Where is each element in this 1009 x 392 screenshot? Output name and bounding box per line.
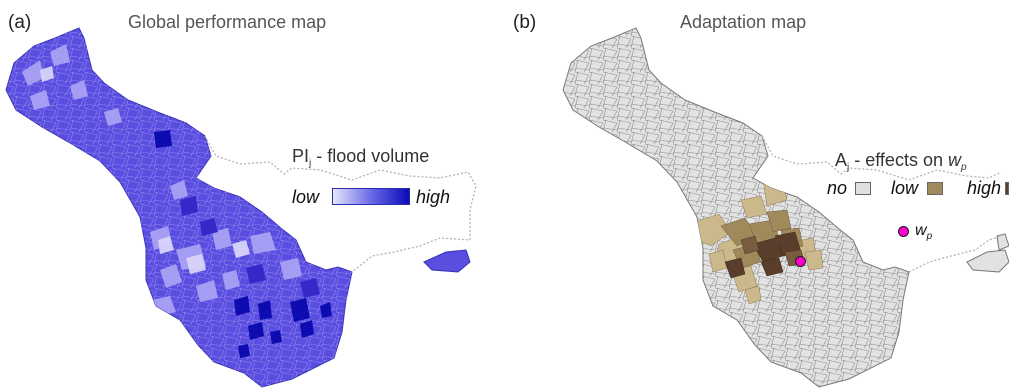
legend-title-main: A xyxy=(835,150,848,170)
legend-no-label: no xyxy=(827,178,848,198)
wp-symbol: w xyxy=(915,222,927,239)
island-shape xyxy=(966,249,1009,273)
legend-low-label: low xyxy=(292,187,320,207)
legend-title: PIj - flood volume xyxy=(292,146,429,169)
wp-point-marker xyxy=(795,256,806,267)
legend-low-label: low xyxy=(891,178,919,198)
legend-title: Aj - effects on wp xyxy=(835,150,967,173)
wp-point-legend-label: wp xyxy=(915,222,932,242)
panel-label: (b) xyxy=(513,12,537,33)
legend-title-var-sub: p xyxy=(960,162,967,173)
legend-title-rest: - effects on xyxy=(849,150,948,170)
legend-low-swatch xyxy=(927,182,943,195)
legend-high-swatch xyxy=(1005,182,1009,195)
wp-point-legend-marker xyxy=(898,226,909,237)
panel-b-adaptation-map: (b) Adaptation map Aj - effects on wp no… xyxy=(505,0,1009,392)
legend-title-rest: - flood volume xyxy=(311,146,430,166)
panel-label: (a) xyxy=(8,12,32,33)
legend-title-sub: j xyxy=(309,158,312,169)
flood-volume-map xyxy=(5,27,477,388)
catchment-cells xyxy=(563,28,909,387)
panel-title: Adaptation map xyxy=(680,12,807,32)
legend-title-main: PI xyxy=(292,146,310,166)
legend-color-ramp xyxy=(332,188,410,205)
island-shape xyxy=(423,249,471,273)
legend-no-swatch xyxy=(855,182,871,195)
panel-a-global-performance-map: (a) Global performance map PIj - flood v… xyxy=(0,0,504,392)
legend-high-label: high xyxy=(416,187,451,207)
legend-high-label: high xyxy=(967,178,1002,198)
wp-symbol-sub: p xyxy=(926,231,933,242)
study-boundary xyxy=(761,135,1002,273)
panel-title: Global performance map xyxy=(128,12,327,32)
legend-title-sub: j xyxy=(847,162,850,173)
study-boundary xyxy=(204,135,477,273)
adaptation-map xyxy=(562,27,1009,388)
island-shape-small xyxy=(996,233,1009,251)
legend-title-var: w xyxy=(947,150,961,170)
